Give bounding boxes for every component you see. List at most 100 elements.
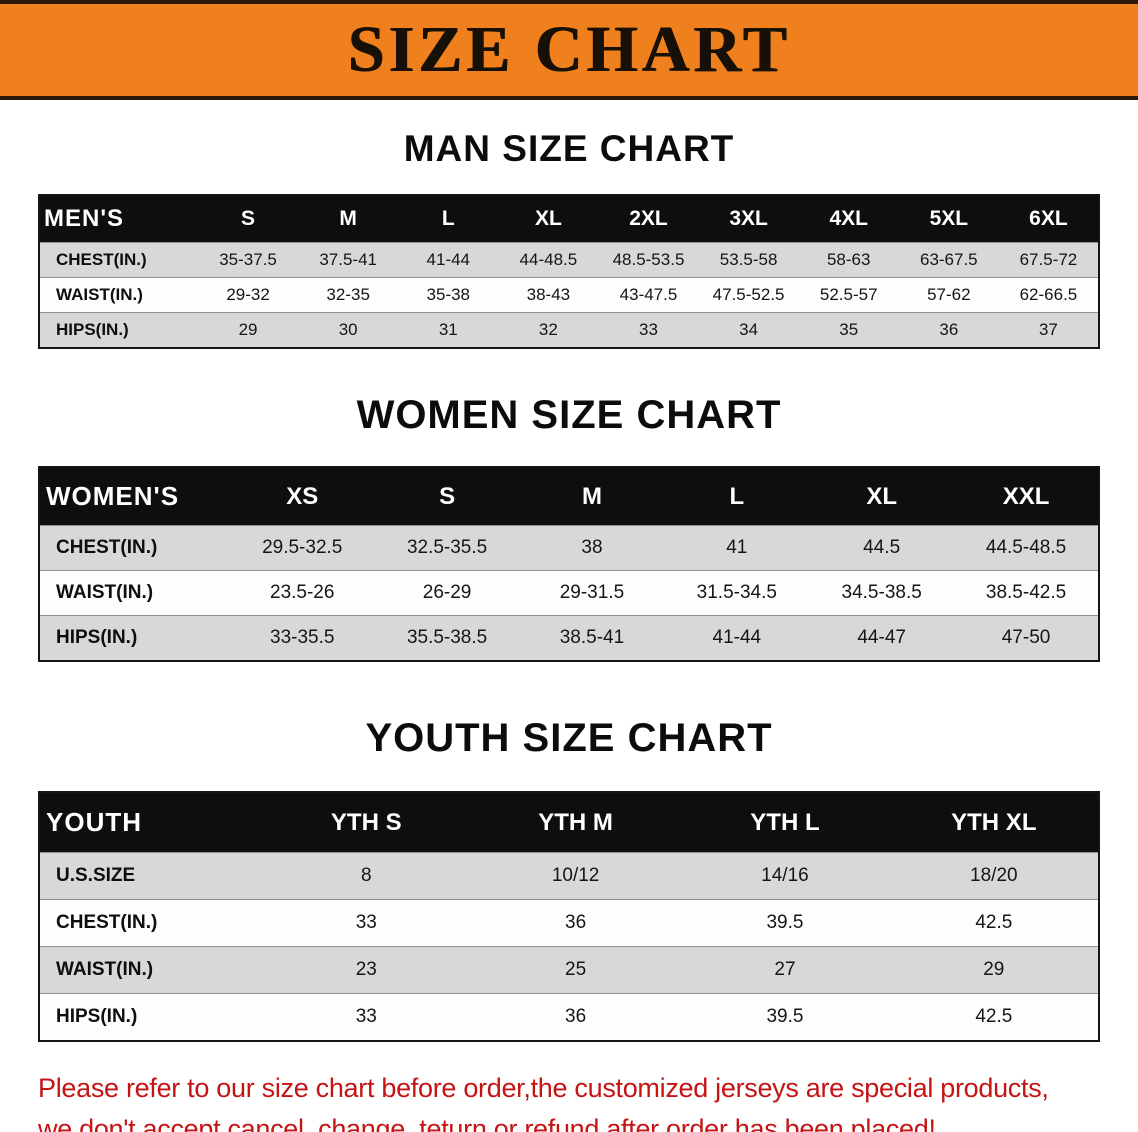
row-label: HIPS(IN.) — [56, 627, 138, 648]
banner: SIZE CHART — [0, 0, 1138, 100]
size-value-cell: 18/20 — [970, 865, 1018, 886]
page-title: SIZE CHART — [347, 13, 791, 86]
size-header-cell: 5XL — [898, 195, 999, 243]
size-header-cell: XL — [498, 195, 599, 243]
table-row: U.S.SIZE 8 10/12 14/16 18/20 — [39, 852, 1099, 900]
row-label: HIPS(IN.) — [56, 320, 129, 339]
size-value-cell: 42.5 — [975, 1006, 1013, 1027]
size-header-cell: XXL — [954, 467, 1099, 526]
footer-note: Please refer to our size chart before or… — [0, 1070, 1138, 1132]
size-value-cell: 53.5-58 — [719, 250, 778, 269]
size-value-cell: 58-63 — [826, 250, 871, 269]
size-value-cell: 43-47.5 — [619, 285, 678, 304]
size-value-cell: 27 — [774, 959, 796, 980]
size-value-cell: 52.5-57 — [819, 285, 878, 304]
size-value-cell: 39.5 — [766, 912, 804, 933]
section-men: MAN SIZE CHART MEN'S S M L XL 2XL 3XL 4XL 5XL 6XL… — [0, 128, 1138, 349]
table-row: WAIST(IN.) 23.5-26 26-29 29-31.5 31.5-34.5 34… — [39, 570, 1099, 616]
size-value-cell: 36 — [939, 320, 959, 339]
size-value-cell: 32.5-35.5 — [406, 537, 488, 558]
size-value-cell: 32-35 — [326, 285, 370, 304]
size-header-cell: M — [519, 467, 665, 526]
size-value-cell: 37.5-41 — [319, 250, 377, 269]
size-value-cell: 48.5-53.5 — [612, 250, 685, 269]
size-value-cell: 33-35.5 — [270, 627, 335, 648]
womens-size-table: WOMEN'S XS S M L XL XXL CHEST(IN.) 29.5-32.5 32.5… — [38, 466, 1100, 662]
size-value-cell: 41-44 — [426, 250, 471, 269]
section-heading-men: MAN SIZE CHART — [403, 128, 735, 169]
size-value-cell: 30 — [338, 320, 358, 339]
size-value-cell: 38.5-41 — [559, 627, 625, 648]
table-row: HIPS(IN.) 33 36 39.5 42.5 — [39, 993, 1099, 1041]
size-value-cell: 31.5-34.5 — [696, 582, 777, 603]
row-label: HIPS(IN.) — [56, 1006, 138, 1027]
size-header-cell: S — [374, 467, 520, 526]
size-value-cell: 44-48.5 — [519, 250, 578, 269]
size-value-cell: 44-47 — [857, 627, 906, 648]
size-value-cell: 29.5-32.5 — [262, 537, 343, 558]
footer-note-line-1: Please refer to our size chart before or… — [38, 1073, 1049, 1103]
section-heading-youth: YOUTH SIZE CHART — [365, 716, 773, 760]
size-value-cell: 47-50 — [1001, 627, 1051, 648]
section-women: WOMEN SIZE CHART WOMEN'S XS S M L XL XXL CHEST(… — [0, 393, 1138, 662]
row-label: CHEST(IN.) — [56, 912, 158, 933]
size-value-cell: 38 — [581, 537, 603, 558]
size-header-cell: 2XL — [598, 195, 699, 243]
table-row: WAIST(IN.) 29-32 32-35 35-38 38-43 43-47.5 47.… — [39, 277, 1099, 313]
table-title-cell: YOUTH — [39, 792, 262, 853]
size-value-cell: 14/16 — [761, 865, 809, 886]
size-value-cell: 10/12 — [551, 865, 600, 886]
size-value-cell: 44.5-48.5 — [985, 537, 1067, 558]
size-header-cell: YTH L — [680, 792, 890, 853]
size-value-cell: 33 — [639, 320, 658, 339]
size-value-cell: 35-37.5 — [219, 250, 277, 269]
table-header-row: YOUTH YTH S YTH M YTH L YTH XL — [39, 792, 1099, 853]
size-header-cell: 4XL — [798, 195, 899, 243]
section-heading-women: WOMEN SIZE CHART — [356, 393, 782, 437]
size-value-cell: 36 — [565, 912, 587, 933]
youth-size-table: YOUTH YTH S YTH M YTH L YTH XL U.S.SIZE 8 10/12… — [38, 791, 1100, 1042]
size-header-cell: 6XL — [998, 195, 1099, 243]
row-label: CHEST(IN.) — [56, 250, 147, 269]
row-label: WAIST(IN.) — [56, 959, 154, 980]
table-row: HIPS(IN.) 29 30 31 32 33 34 35 36 37 — [39, 312, 1099, 348]
size-value-cell: 34 — [739, 320, 759, 339]
womens-table: WOMEN'S XS S M L XL XXL CHEST(IN.) 29.5-32.5 32.5… — [38, 466, 1100, 662]
size-value-cell: 23.5-26 — [270, 582, 335, 603]
size-value-cell: 44.5 — [863, 537, 901, 558]
row-label: U.S.SIZE — [56, 865, 136, 886]
size-value-cell: 23 — [355, 959, 377, 980]
size-value-cell: 29 — [238, 320, 258, 339]
size-header-cell: L — [664, 467, 810, 526]
size-value-cell: 31 — [438, 320, 458, 339]
table-row: HIPS(IN.) 33-35.5 35.5-38.5 38.5-41 41-44 44-… — [39, 615, 1099, 661]
size-value-cell: 39.5 — [766, 1006, 804, 1027]
size-value-cell: 38.5-42.5 — [985, 582, 1067, 603]
footer-note-line-2: we don't accept cancel, change, teturn o… — [38, 1113, 936, 1132]
size-value-cell: 41-44 — [712, 627, 762, 648]
mens-table: MEN'S S M L XL 2XL 3XL 4XL 5XL 6XL CHEST(IN.) 35-37… — [38, 194, 1100, 349]
size-header-cell: YTH XL — [889, 792, 1099, 853]
table-title-cell: WOMEN'S — [39, 467, 230, 526]
size-header-cell: M — [298, 195, 399, 243]
size-header-cell: XL — [809, 467, 955, 526]
size-value-cell: 38-43 — [526, 285, 571, 304]
table-row: CHEST(IN.) 33 36 39.5 42.5 — [39, 899, 1099, 947]
size-value-cell: 29-31.5 — [559, 582, 625, 603]
mens-size-table: MEN'S S M L XL 2XL 3XL 4XL 5XL 6XL CHEST(IN.) 35-37… — [38, 194, 1100, 349]
row-label: WAIST(IN.) — [56, 582, 154, 603]
size-value-cell: 36 — [565, 1006, 587, 1027]
table-header-row: WOMEN'S XS S M L XL XXL — [39, 467, 1099, 526]
size-value-cell: 62-66.5 — [1019, 285, 1078, 304]
size-header-cell: XS — [229, 467, 375, 526]
size-value-cell: 32 — [538, 320, 558, 339]
size-value-cell: 37 — [1038, 320, 1058, 339]
size-value-cell: 35-38 — [426, 285, 471, 304]
table-header-row: MEN'S S M L XL 2XL 3XL 4XL 5XL 6XL — [39, 195, 1099, 243]
row-label: CHEST(IN.) — [56, 537, 158, 558]
size-header-cell: 3XL — [698, 195, 799, 243]
size-value-cell: 42.5 — [975, 912, 1013, 933]
size-value-cell: 47.5-52.5 — [712, 285, 785, 304]
section-youth: YOUTH SIZE CHART YOUTH YTH S YTH M YTH L YTH… — [0, 716, 1138, 1042]
